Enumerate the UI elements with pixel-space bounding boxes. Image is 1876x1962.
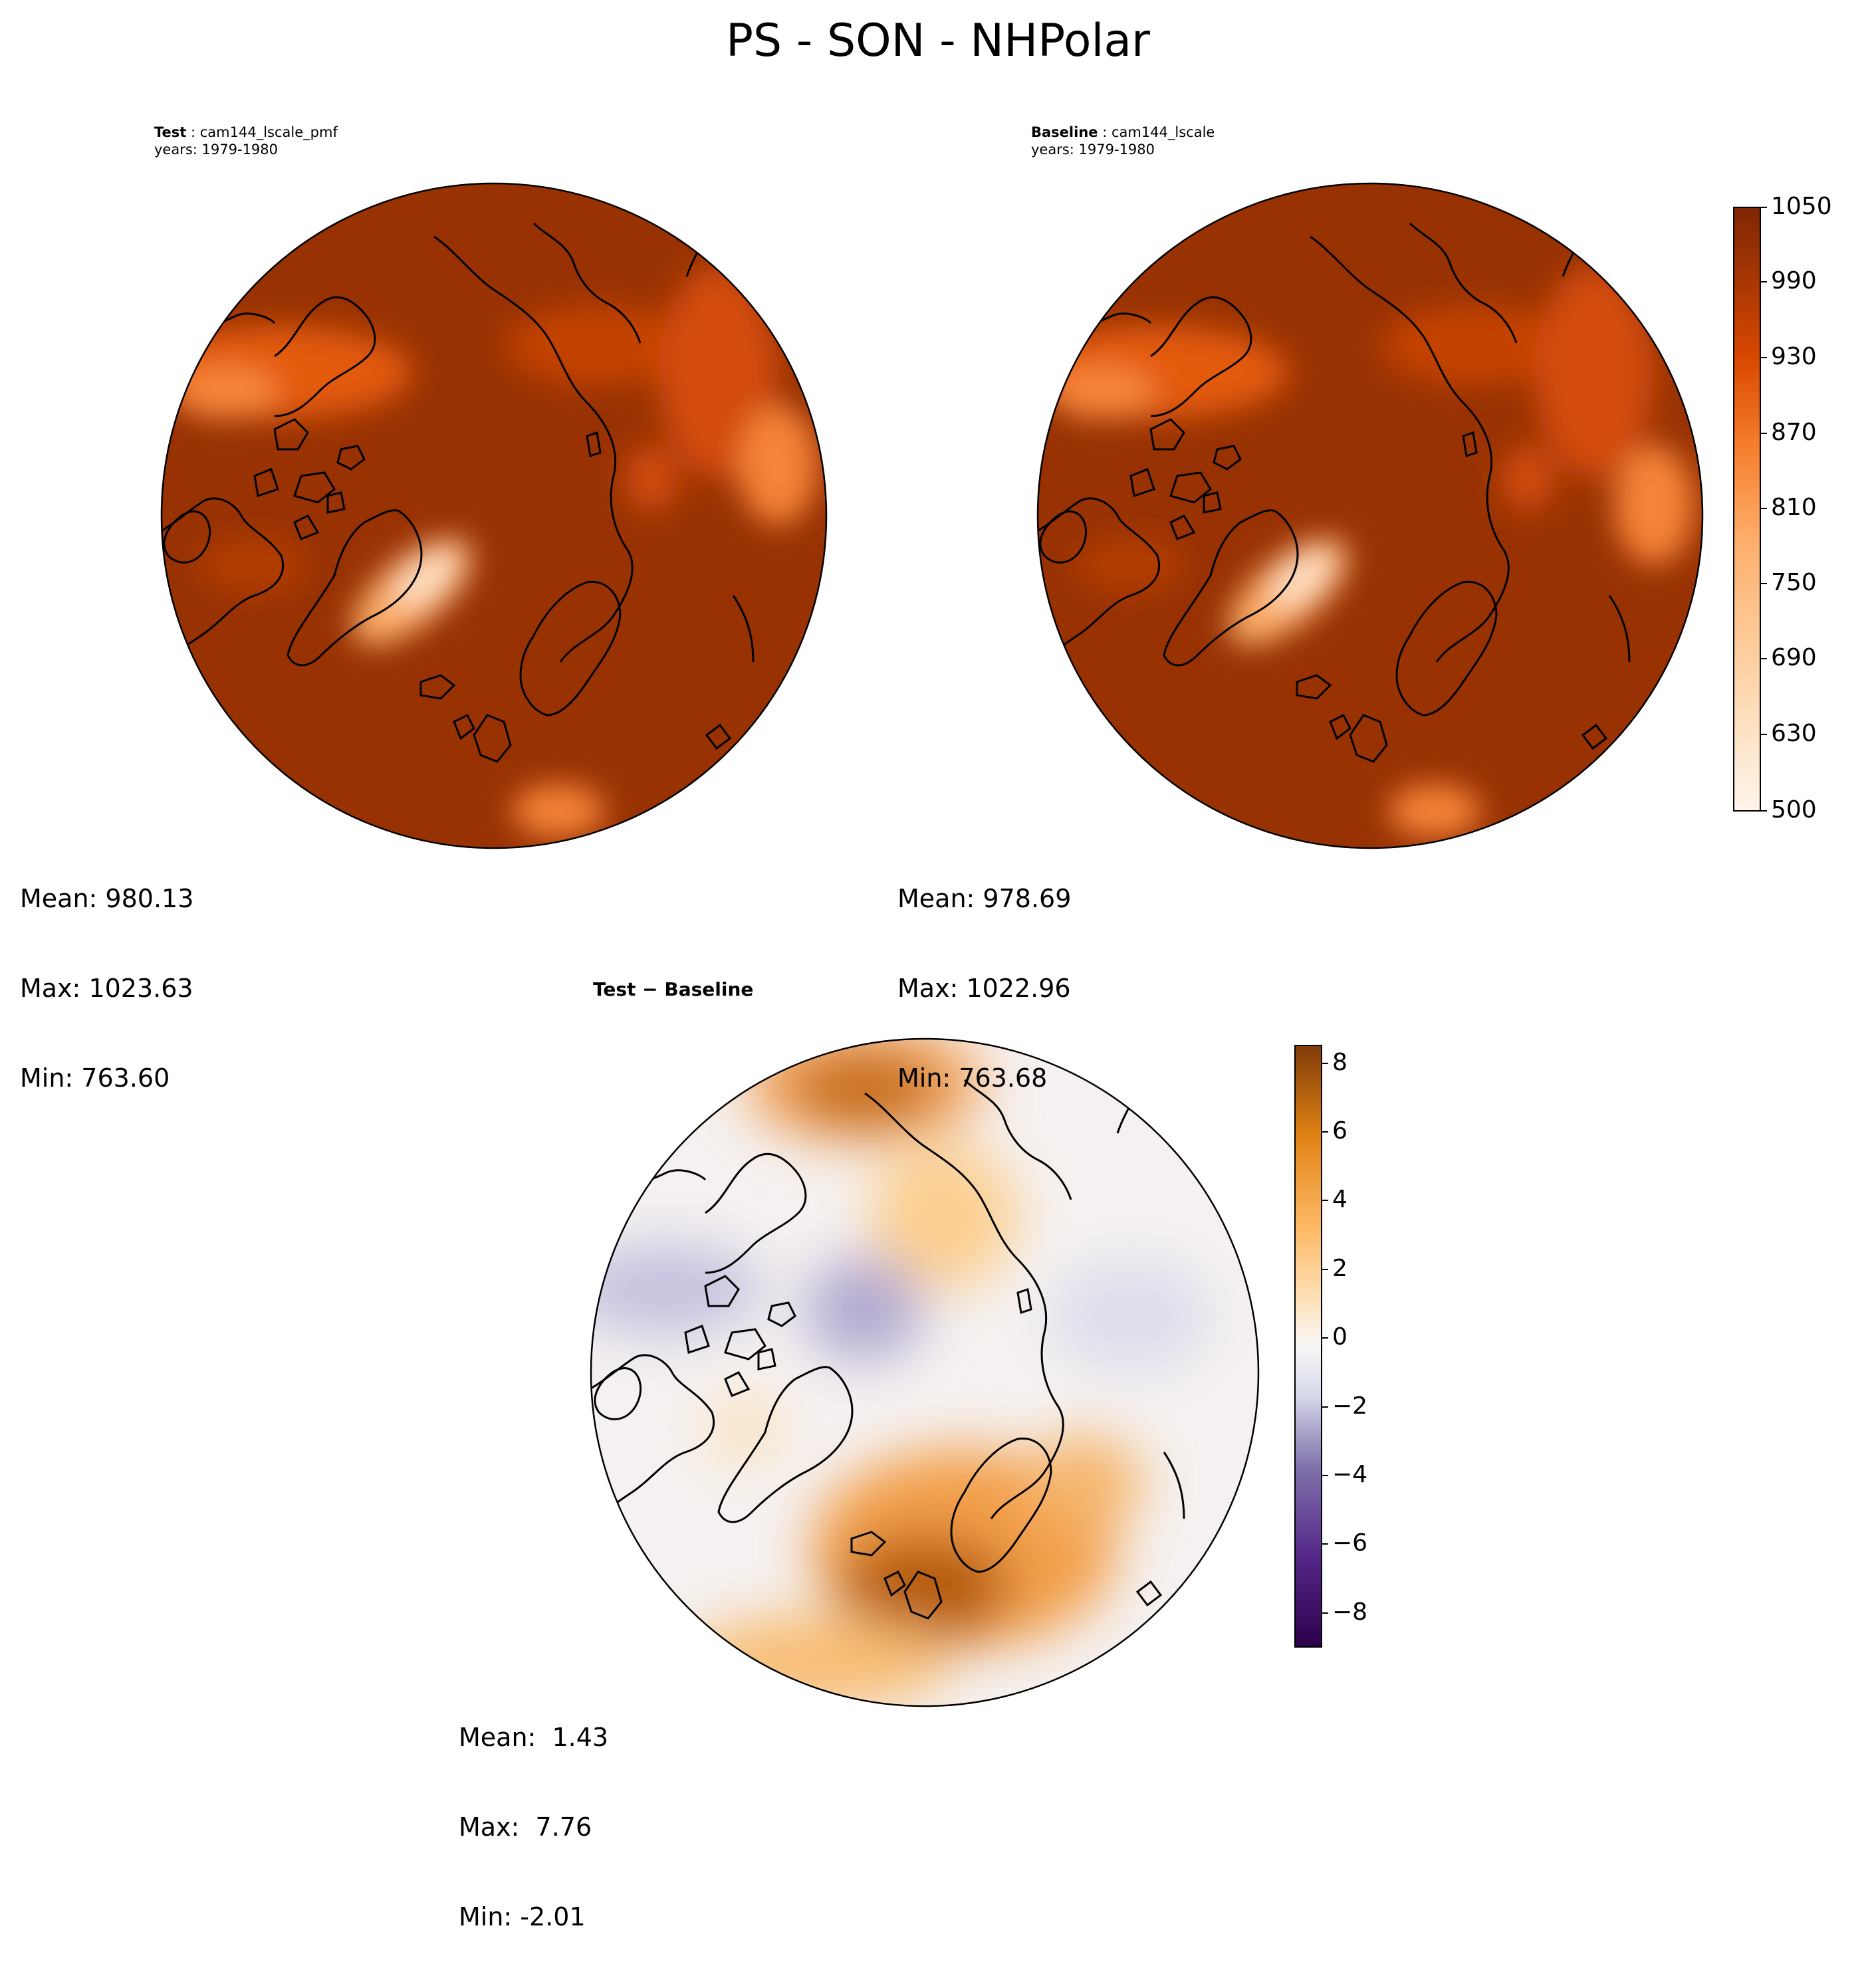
diff-tick: −4 [1332, 1461, 1368, 1488]
main-tick: 930 [1771, 343, 1817, 370]
diff-map-border [590, 1037, 1260, 1707]
main-tick: 1050 [1771, 193, 1832, 220]
test-min: Min: 763.60 [20, 1063, 170, 1093]
test-caption: Test : cam144_lscale_pmf years: 1979-1980 [154, 124, 338, 158]
diff-colorbar [1294, 1045, 1322, 1648]
main-tick: 500 [1771, 796, 1817, 823]
baseline-stats: Mean: 978.69 Max: 1022.96 Min: 763.68 [897, 824, 1071, 1123]
diff-tick: −6 [1332, 1529, 1368, 1557]
figure-canvas [160, 182, 1767, 1707]
baseline-mean: Mean: 978.69 [897, 884, 1072, 913]
diff-tick: −8 [1332, 1598, 1368, 1626]
main-tick: 870 [1771, 419, 1817, 446]
main-colorbar [1733, 207, 1761, 812]
diff-tick: −2 [1332, 1392, 1368, 1420]
baseline-label: Baseline [1031, 124, 1098, 140]
baseline-caption: Baseline : cam144_lscale years: 1979-1980 [1031, 124, 1215, 158]
baseline-min: Min: 763.68 [897, 1063, 1048, 1093]
diff-max: Max: 7.76 [459, 1812, 592, 1842]
test-stats: Mean: 980.13 Max: 1023.63 Min: 763.60 [20, 824, 193, 1123]
diff-tick: 2 [1332, 1255, 1348, 1282]
test-years: years: 1979-1980 [154, 142, 279, 158]
baseline-max: Max: 1022.96 [897, 974, 1071, 1003]
main-tick: 750 [1771, 569, 1817, 596]
diff-map [591, 1039, 1258, 1706]
figure-title: PS - SON - NHPolar [726, 15, 1150, 67]
diff-tick: 0 [1332, 1323, 1348, 1351]
diff-title: Test − Baseline [593, 978, 754, 1000]
diff-colorbar-ticks [1322, 1063, 1328, 1614]
test-case: cam144_lscale_pmf [199, 124, 338, 140]
main-tick: 810 [1771, 494, 1817, 521]
main-tick: 690 [1771, 644, 1817, 671]
diff-tick: 8 [1332, 1049, 1348, 1076]
diff-tick: 6 [1332, 1117, 1348, 1144]
test-map [162, 183, 826, 848]
baseline-case: cam144_lscale [1111, 124, 1215, 140]
diff-min: Min: -2.01 [459, 1902, 586, 1931]
test-max: Max: 1023.63 [20, 974, 193, 1003]
diff-stats: Mean: 1.43 Max: 7.76 Min: -2.01 [459, 1663, 608, 1962]
main-tick: 630 [1771, 720, 1817, 747]
diff-mean: Mean: 1.43 [459, 1723, 609, 1752]
baseline-map [1038, 183, 1702, 848]
main-tick: 990 [1771, 267, 1817, 294]
test-label: Test [154, 124, 187, 140]
main-colorbar-ticks [1760, 207, 1767, 812]
test-mean: Mean: 980.13 [20, 884, 194, 913]
baseline-years: years: 1979-1980 [1031, 142, 1155, 158]
diff-tick: 4 [1332, 1186, 1348, 1213]
baseline-map-border [1036, 182, 1704, 849]
test-map-border [160, 182, 828, 849]
